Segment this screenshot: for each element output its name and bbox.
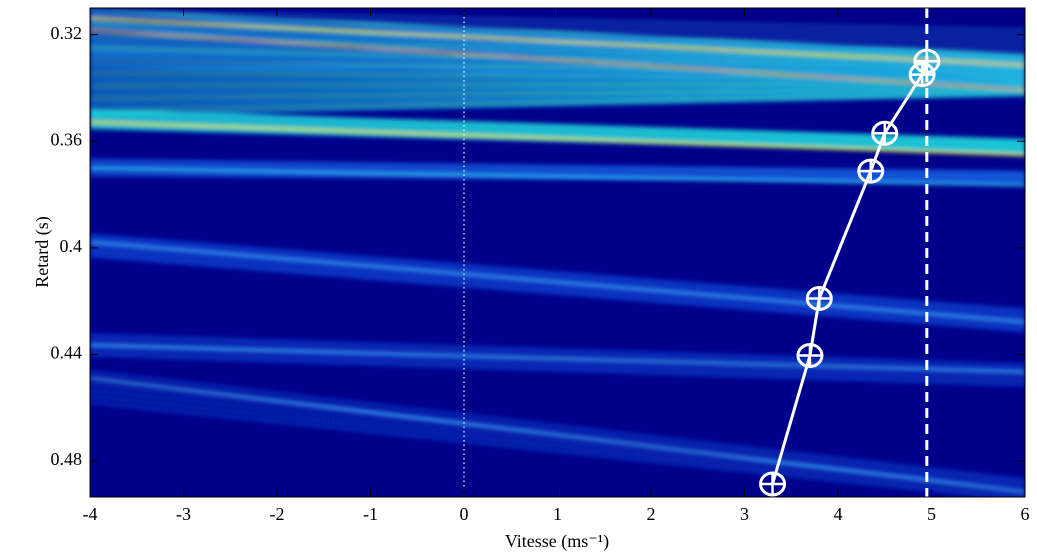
heat-streak (90, 28, 1025, 92)
heat-streak (90, 87, 1025, 100)
heat-streak (90, 236, 1025, 315)
heat-streak (90, 343, 1025, 374)
y-axis-label: Retard (s) (32, 216, 53, 287)
heat-streak (90, 400, 1009, 497)
heat-streak (90, 112, 1025, 145)
marker-plus (760, 472, 785, 495)
heat-streak (90, 254, 1025, 333)
heat-streak (90, 50, 1025, 73)
heat-streak (90, 120, 1025, 157)
x-tick-label: 3 (740, 504, 749, 524)
heat-streak (90, 333, 1025, 367)
heat-streak (90, 114, 1025, 146)
heat-streak (90, 24, 1025, 46)
x-tick-label: 4 (834, 504, 843, 524)
heat-streak (90, 59, 1025, 81)
marker (908, 62, 936, 88)
heat-streak (90, 394, 1025, 497)
marker-plus (914, 50, 939, 73)
heat-streak (90, 64, 1025, 86)
heat-streak (90, 84, 1025, 92)
heat-streak (90, 239, 1025, 318)
heat-streak (90, 85, 1025, 96)
x-tick-label: -4 (83, 504, 98, 524)
heat-streak (90, 349, 1025, 383)
heat-streak (90, 116, 1025, 148)
marker-plus (858, 160, 883, 183)
marker-plus (910, 63, 935, 86)
marker-plus (872, 122, 897, 145)
marker (913, 48, 941, 74)
heat-streak (90, 353, 1025, 387)
heat-streak (90, 34, 1025, 56)
heat-streak (90, 248, 1025, 327)
marker (796, 342, 824, 368)
heat-streak (90, 88, 1025, 104)
heat-streak (90, 118, 1025, 149)
heat-streak (90, 93, 1025, 117)
marker (759, 471, 787, 497)
heat-streak (90, 44, 1025, 66)
x-tick-label: -3 (176, 504, 191, 524)
heat-streak (90, 337, 1025, 371)
marker (871, 120, 899, 146)
heat-streak (90, 376, 1025, 494)
x-tick-label: 1 (553, 504, 562, 524)
heat-streak (90, 54, 1025, 76)
y-tick-label: 0.44 (51, 343, 83, 363)
marker-plus (807, 287, 832, 310)
heat-streak (90, 82, 1025, 87)
heat-streak (90, 345, 1025, 379)
overlay (463, 8, 941, 497)
marker (805, 285, 833, 311)
heat-streak (90, 9, 1025, 31)
heat-streak (90, 110, 1025, 143)
y-tick-label: 0.36 (51, 129, 83, 149)
marker-plus (797, 344, 822, 367)
x-tick-label: 0 (460, 504, 469, 524)
heatmap (90, 8, 1025, 497)
heat-streak (90, 90, 1025, 108)
heat-streak (90, 370, 1025, 482)
x-tick-label: 2 (647, 504, 656, 524)
heat-streak (90, 16, 1025, 67)
heat-streak (90, 388, 1025, 494)
y-tick-label: 0.4 (60, 236, 83, 256)
y-tick-label: 0.48 (51, 449, 83, 469)
marker (857, 158, 885, 184)
heat-streak (90, 233, 1025, 312)
heat-streak (90, 19, 1025, 41)
x-tick-label: -1 (363, 504, 378, 524)
heat-streak (90, 14, 1025, 36)
heat-streak (90, 92, 1025, 113)
x-tick-label: 5 (927, 504, 936, 524)
heat-streak (90, 108, 1025, 142)
heat-streak (90, 240, 1025, 324)
x-tick-label: -2 (270, 504, 285, 524)
x-tick-label: 6 (1021, 504, 1030, 524)
x-axis-label: Vitesse (ms⁻¹) (505, 531, 609, 552)
heat-streak (90, 251, 1025, 330)
y-tick-label: 0.32 (51, 23, 83, 43)
